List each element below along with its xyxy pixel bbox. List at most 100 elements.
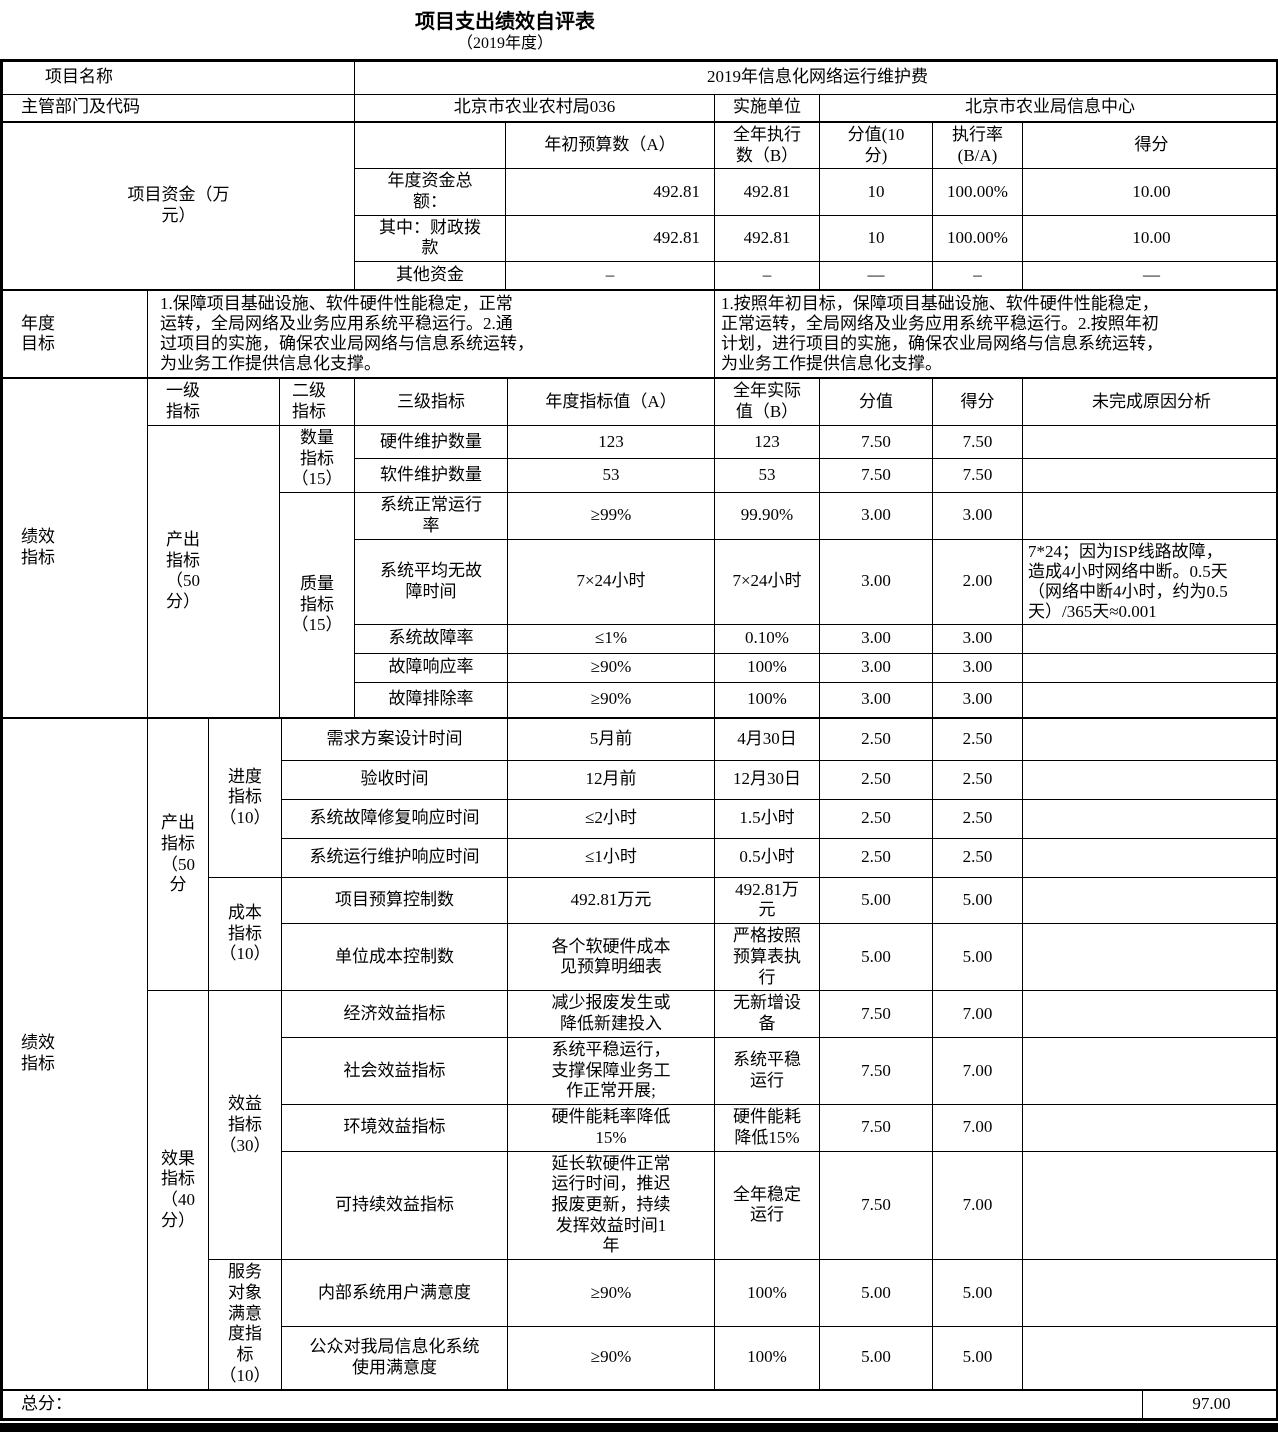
indicator-score: 3.00: [933, 653, 1023, 682]
funds-other-scorevalue: —: [820, 262, 933, 290]
perf-header-scorevalue: 分值: [820, 379, 933, 425]
indicator-reason: [1023, 838, 1278, 877]
indicator-reason: [1023, 682, 1278, 717]
perf-header-level3: 三级指标: [355, 379, 508, 425]
bottom-border-bar: [0, 1423, 1278, 1432]
indicator-name: 经济效益指标: [282, 991, 508, 1037]
level1-output-indicators: 产出 指标 （50 分）: [148, 425, 280, 717]
indicator-reason: [1023, 924, 1278, 991]
funds-header-budget-a: 年初预算数（A）: [506, 122, 715, 168]
level2-quality-indicators: 质量 指标 （15）: [280, 493, 355, 718]
form-title: 项目支出绩效自评表: [0, 10, 1010, 34]
indicator-a: 12月前: [508, 760, 715, 799]
indicator-scorevalue: 2.50: [820, 838, 933, 877]
indicator-reason: [1023, 493, 1278, 539]
funds-total-scorevalue: 10: [820, 169, 933, 215]
indicator-b: 12月30日: [715, 760, 820, 799]
header-table: 项目名称 2019年信息化网络运行维护费 主管部门及代码 北京市农业农村局036…: [2, 61, 1278, 122]
dept-label: 主管部门及代码: [3, 94, 355, 121]
indicator-b: 0.5小时: [715, 838, 820, 877]
indicator-score: 7.00: [933, 1151, 1023, 1260]
indicator-scorevalue: 3.00: [820, 653, 933, 682]
total-score-value: 97.00: [1143, 1390, 1278, 1418]
funds-table: 项目资金（万 元） 年初预算数（A） 全年执行 数（B） 分值(10 分) 执行…: [2, 122, 1278, 290]
goal-table: 年度 目标 1.保障项目基础设施、软件硬件性能稳定，正常 运转，全局网络及业务应…: [2, 290, 1278, 378]
indicator-scorevalue: 7.50: [820, 459, 933, 493]
indicator-b: 无新增设 备: [715, 991, 820, 1037]
indicator-score: 7.00: [933, 1105, 1023, 1151]
indicator-a: 53: [508, 459, 715, 493]
indicators-block2-table: 绩效 指标 产出 指标 （50 分 进度 指标 （10） 需求方案设计时间 5月…: [2, 718, 1278, 1390]
funds-sublabel-header-empty: [355, 122, 506, 168]
indicator-a: 492.81万元: [508, 877, 715, 923]
indicator-b: 100%: [715, 682, 820, 717]
indicator-b: 100%: [715, 653, 820, 682]
indicator-scorevalue: 2.50: [820, 799, 933, 838]
project-name-value: 2019年信息化网络运行维护费: [355, 61, 1278, 94]
funds-total-rate: 100.00%: [933, 169, 1023, 215]
indicator-b: 0.10%: [715, 624, 820, 653]
indicator-scorevalue: 7.50: [820, 1105, 933, 1151]
funds-total-score: 10.00: [1023, 169, 1278, 215]
indicator-reason: [1023, 459, 1278, 493]
indicator-b: 100%: [715, 1260, 820, 1327]
level1-effect-indicators: 效果 指标 （40 分）: [148, 991, 209, 1389]
funds-header-exec-b: 全年执行 数（B）: [715, 122, 820, 168]
indicator-name: 环境效益指标: [282, 1105, 508, 1151]
indicator-b: 1.5小时: [715, 799, 820, 838]
perf-header-b: 全年实际 值（B）: [715, 379, 820, 425]
funds-header-scorevalue: 分值(10 分): [820, 122, 933, 168]
indicator-reason: [1023, 1260, 1278, 1327]
indicator-name: 软件维护数量: [355, 459, 508, 493]
indicator-b: 硬件能耗 降低15%: [715, 1105, 820, 1151]
funds-header-rate: 执行率 (B/A): [933, 122, 1023, 168]
perf-section-label: 绩效 指标: [3, 718, 148, 1389]
indicator-reason: [1023, 1105, 1278, 1151]
perf-header-score: 得分: [933, 379, 1023, 425]
indicator-b: 4月30日: [715, 718, 820, 760]
indicator-score: 2.50: [933, 760, 1023, 799]
indicator-score: 2.50: [933, 838, 1023, 877]
goal-planned-text: 1.保障项目基础设施、软件硬件性能稳定，正常 运转，全局网络及业务应用系统平稳运…: [148, 291, 715, 378]
indicator-name: 系统平均无故 障时间: [355, 539, 508, 624]
indicator-name: 单位成本控制数: [282, 924, 508, 991]
indicator-name: 内部系统用户满意度: [282, 1260, 508, 1327]
total-score-label: 总分：: [3, 1390, 1143, 1418]
indicator-reason: [1023, 1151, 1278, 1260]
indicator-b: 53: [715, 459, 820, 493]
indicator-name: 硬件维护数量: [355, 425, 508, 459]
funds-fiscal-b: 492.81: [715, 215, 820, 261]
form-table: 项目名称 2019年信息化网络运行维护费 主管部门及代码 北京市农业农村局036…: [0, 59, 1278, 1421]
funds-fiscal-rate: 100.00%: [933, 215, 1023, 261]
indicator-reason: [1023, 425, 1278, 459]
indicator-name: 系统故障修复响应时间: [282, 799, 508, 838]
impl-unit-value: 北京市农业局信息中心: [820, 94, 1278, 121]
level2-cost-indicators: 成本 指标 （10）: [209, 877, 282, 991]
funds-section-label: 项目资金（万 元）: [3, 122, 355, 289]
self-evaluation-form: 项目支出绩效自评表 （2019年度） 项目名称 2019年信息化网络运行维护费 …: [0, 0, 1278, 1302]
funds-other-b: –: [715, 262, 820, 290]
indicator-a: 硬件能耗率降低 15%: [508, 1105, 715, 1151]
level1-output-indicators: 产出 指标 （50 分: [148, 718, 209, 991]
indicator-scorevalue: 3.00: [820, 539, 933, 624]
funds-row-label: 年度资金总 额：: [355, 169, 506, 215]
indicator-score: 3.00: [933, 624, 1023, 653]
indicator-reason-isp-note: 7*24；因为ISP线路故障， 造成4小时网络中断。0.5天 （网络中断4小时，…: [1023, 539, 1278, 624]
indicator-score: 2.50: [933, 718, 1023, 760]
perf-header-a: 年度指标值（A）: [508, 379, 715, 425]
indicator-score: 7.00: [933, 1037, 1023, 1104]
indicator-a: 减少报废发生或 降低新建投入: [508, 991, 715, 1037]
indicator-scorevalue: 3.00: [820, 624, 933, 653]
indicator-a: 7×24小时: [508, 539, 715, 624]
funds-fiscal-score: 10.00: [1023, 215, 1278, 261]
indicator-score: 5.00: [933, 877, 1023, 923]
indicator-b: 492.81万 元: [715, 877, 820, 923]
title-block: 项目支出绩效自评表 （2019年度）: [0, 0, 1010, 55]
project-name-label: 项目名称: [3, 61, 355, 94]
indicator-a: 系统平稳运行， 支撑保障业务工 作正常开展;: [508, 1037, 715, 1104]
indicator-scorevalue: 2.50: [820, 760, 933, 799]
indicator-scorevalue: 7.50: [820, 1151, 933, 1260]
funds-fiscal-scorevalue: 10: [820, 215, 933, 261]
indicator-name: 可持续效益指标: [282, 1151, 508, 1260]
indicator-b: 123: [715, 425, 820, 459]
